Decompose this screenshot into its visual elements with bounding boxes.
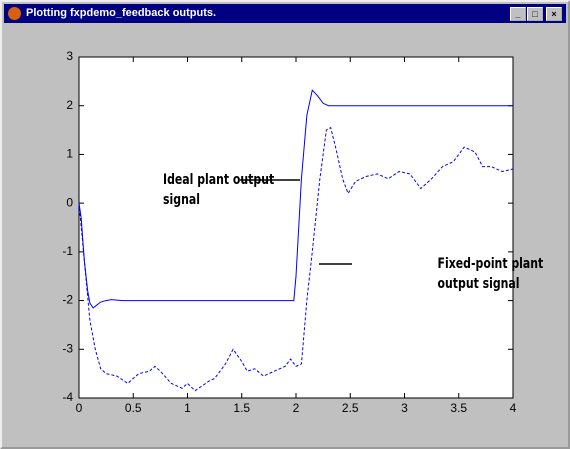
title-bar: Plotting fxpdemo_feedback outputs. _ □ ×: [4, 4, 566, 23]
window-title: Plotting fxpdemo_feedback outputs.: [26, 7, 217, 19]
y-tick-label: 3: [66, 49, 73, 63]
chart: 0 0.5 1 1.5 2 2.5 3 3.5 4 -4 -3 -2 -1 0 1 2 3 Ideal plant…: [62, 49, 544, 415]
x-tick-label: 3: [401, 401, 408, 415]
minimize-button[interactable]: _: [510, 7, 526, 21]
y-tick-label: 0: [66, 195, 73, 209]
line: [78, 126, 514, 392]
x-tick-label: 2: [293, 401, 300, 415]
plot-area: [78, 56, 514, 399]
x-tick-label: 1.5: [233, 401, 250, 415]
line: [78, 89, 513, 309]
y-tick-label: 2: [66, 98, 73, 112]
annotation: signal: [163, 191, 200, 208]
y-tick-label: -1: [62, 244, 73, 258]
annotation: output signal: [438, 275, 520, 292]
maximize-button[interactable]: □: [527, 7, 543, 21]
x-tick-label: 0.5: [125, 401, 142, 415]
annotation: Fixed-point plant: [438, 255, 544, 272]
annotation: Ideal plant output: [163, 171, 274, 188]
x-tick-label: 0: [76, 401, 83, 415]
y-tick-label: -4: [62, 390, 73, 404]
x-tick-label: 2.5: [342, 401, 359, 415]
x-tick-label: 1: [184, 401, 191, 415]
close-button[interactable]: ×: [546, 7, 562, 21]
y-tick-label: -3: [62, 341, 73, 355]
x-tick-label: 3.5: [450, 401, 467, 415]
y-tick-label: -2: [62, 293, 73, 307]
app-icon: [8, 7, 21, 20]
x-tick-label: 4: [510, 401, 517, 415]
y-tick-label: 1: [66, 147, 73, 161]
